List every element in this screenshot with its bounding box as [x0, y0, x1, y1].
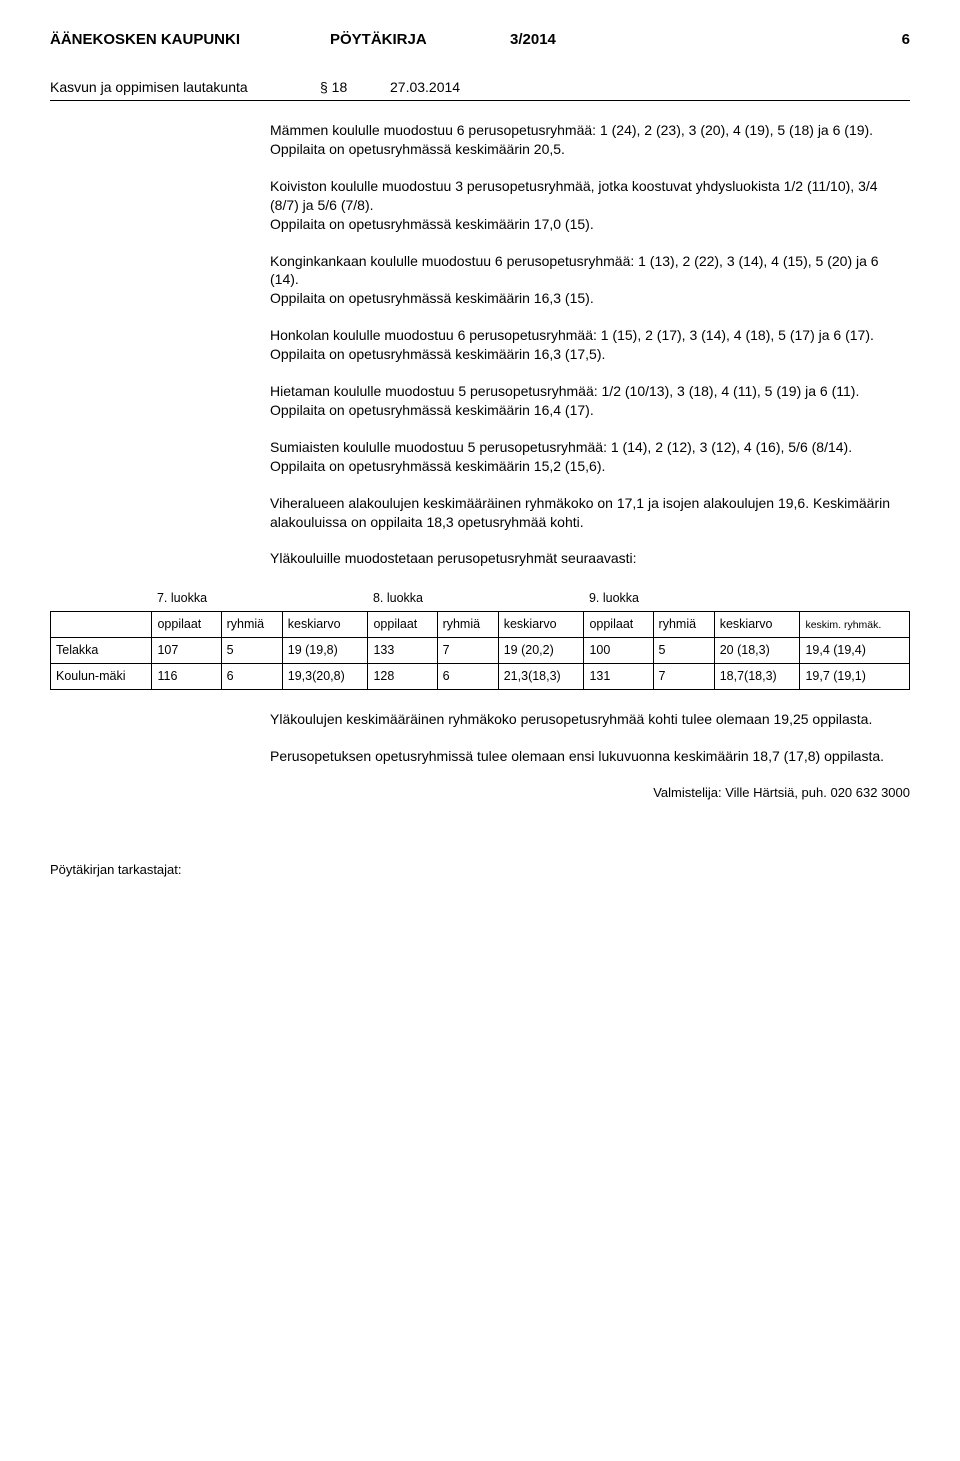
- col-header: oppilaat: [152, 612, 221, 638]
- committee-date: 27.03.2014: [390, 78, 510, 97]
- para-text: Hietaman koululle muodostuu 5 perusopetu…: [270, 383, 859, 399]
- table-cell: 7: [437, 638, 498, 664]
- para-text: Perusopetuksen opetusryhmissä tulee olem…: [270, 748, 884, 764]
- para-text: Sumiaisten koululle muodostuu 5 perusope…: [270, 439, 852, 455]
- table-cell: 19,4 (19,4): [800, 638, 910, 664]
- para-text: Konginkankaan koululle muodostuu 6 perus…: [270, 253, 879, 288]
- paragraph: Konginkankaan koululle muodostuu 6 perus…: [270, 252, 910, 309]
- paragraph: Yläkoulujen keskimääräinen ryhmäkoko per…: [270, 710, 910, 729]
- table-cell: 19 (19,8): [282, 638, 368, 664]
- para-text: Viheralueen alakoulujen keskimääräinen r…: [270, 495, 890, 530]
- col-header: keskiarvo: [714, 612, 800, 638]
- footer-text: Pöytäkirjan tarkastajat:: [50, 862, 182, 877]
- grade-header-cell: [800, 586, 910, 611]
- org-name: ÄÄNEKOSKEN KAUPUNKI: [50, 30, 330, 50]
- paragraph: Mämmen koululle muodostuu 6 perusopetusr…: [270, 121, 910, 159]
- committee-section: § 18: [320, 78, 390, 97]
- page-number: 6: [902, 30, 910, 50]
- table-cell: Koulun-mäki: [51, 663, 152, 689]
- column-header-row: oppilaat ryhmiä keskiarvo oppilaat ryhmi…: [51, 612, 910, 638]
- table-cell: Telakka: [51, 638, 152, 664]
- para-text: Koiviston koululle muodostuu 3 perusopet…: [270, 178, 878, 213]
- table-cell: 128: [368, 663, 437, 689]
- committee-name: Kasvun ja oppimisen lautakunta: [50, 78, 320, 97]
- group-table: 7. luokka 8. luokka 9. luokka oppilaat r…: [50, 586, 910, 690]
- para-text: Honkolan koululle muodostuu 6 perusopetu…: [270, 327, 874, 343]
- table-cell: 116: [152, 663, 221, 689]
- table-cell: 7: [653, 663, 714, 689]
- table-cell: 21,3(18,3): [498, 663, 584, 689]
- col-header: keskim. ryhmäk.: [800, 612, 910, 638]
- table-cell: 133: [368, 638, 437, 664]
- paragraph: Viheralueen alakoulujen keskimääräinen r…: [270, 494, 910, 532]
- para-text: Oppilaita on opetusryhmässä keskimäärin …: [270, 216, 594, 232]
- committee-row: Kasvun ja oppimisen lautakunta § 18 27.0…: [50, 78, 910, 101]
- table-cell: 131: [584, 663, 653, 689]
- col-header: oppilaat: [368, 612, 437, 638]
- table-row: Koulun-mäki 116 6 19,3(20,8) 128 6 21,3(…: [51, 663, 910, 689]
- body-content: Mämmen koululle muodostuu 6 perusopetusr…: [270, 121, 910, 568]
- grade-header-cell: 7. luokka: [152, 586, 368, 611]
- table-cell: 100: [584, 638, 653, 664]
- para-text: Oppilaita on opetusryhmässä keskimäärin …: [270, 458, 605, 474]
- paragraph: Sumiaisten koululle muodostuu 5 perusope…: [270, 438, 910, 476]
- table-cell: 6: [437, 663, 498, 689]
- table-cell: 5: [653, 638, 714, 664]
- paragraph: Hietaman koululle muodostuu 5 perusopetu…: [270, 382, 910, 420]
- paragraph: Honkolan koululle muodostuu 6 perusopetu…: [270, 326, 910, 364]
- para-text: Yläkoulujen keskimääräinen ryhmäkoko per…: [270, 711, 872, 727]
- para-text: Oppilaita on opetusryhmässä keskimäärin …: [270, 290, 594, 306]
- grade-header-row: 7. luokka 8. luokka 9. luokka: [51, 586, 910, 611]
- table-cell: 107: [152, 638, 221, 664]
- paragraph: Koiviston koululle muodostuu 3 perusopet…: [270, 177, 910, 234]
- issue-number: 3/2014: [510, 30, 630, 50]
- para-text: Yläkouluille muodostetaan perusopetusryh…: [270, 550, 637, 566]
- grade-header-cell: 9. luokka: [584, 586, 800, 611]
- table-row: Telakka 107 5 19 (19,8) 133 7 19 (20,2) …: [51, 638, 910, 664]
- col-header: keskiarvo: [282, 612, 368, 638]
- para-text: Mämmen koululle muodostuu 6 perusopetusr…: [270, 122, 873, 138]
- para-text: Oppilaita on opetusryhmässä keskimäärin …: [270, 346, 605, 362]
- grade-header-cell: 8. luokka: [368, 586, 584, 611]
- paragraph: Yläkouluille muodostetaan perusopetusryh…: [270, 549, 910, 568]
- col-header: ryhmiä: [653, 612, 714, 638]
- preparer-line: Valmistelija: Ville Härtsiä, puh. 020 63…: [270, 784, 910, 802]
- document-header: ÄÄNEKOSKEN KAUPUNKI PÖYTÄKIRJA 3/2014 6: [50, 30, 910, 50]
- body-content-after: Yläkoulujen keskimääräinen ryhmäkoko per…: [270, 710, 910, 801]
- footer: Pöytäkirjan tarkastajat:: [50, 861, 910, 879]
- col-header: oppilaat: [584, 612, 653, 638]
- col-header: [51, 612, 152, 638]
- col-header: keskiarvo: [498, 612, 584, 638]
- col-header: ryhmiä: [437, 612, 498, 638]
- table-cell: 19 (20,2): [498, 638, 584, 664]
- table-cell: 6: [221, 663, 282, 689]
- para-text: Oppilaita on opetusryhmässä keskimäärin …: [270, 141, 565, 157]
- doc-type: PÖYTÄKIRJA: [330, 30, 510, 50]
- table-cell: 19,7 (19,1): [800, 663, 910, 689]
- table-cell: 20 (18,3): [714, 638, 800, 664]
- col-header: ryhmiä: [221, 612, 282, 638]
- table-cell: 5: [221, 638, 282, 664]
- table-cell: 19,3(20,8): [282, 663, 368, 689]
- para-text: Oppilaita on opetusryhmässä keskimäärin …: [270, 402, 594, 418]
- paragraph: Perusopetuksen opetusryhmissä tulee olem…: [270, 747, 910, 766]
- table-cell: 18,7(18,3): [714, 663, 800, 689]
- grade-header-cell: [51, 586, 152, 611]
